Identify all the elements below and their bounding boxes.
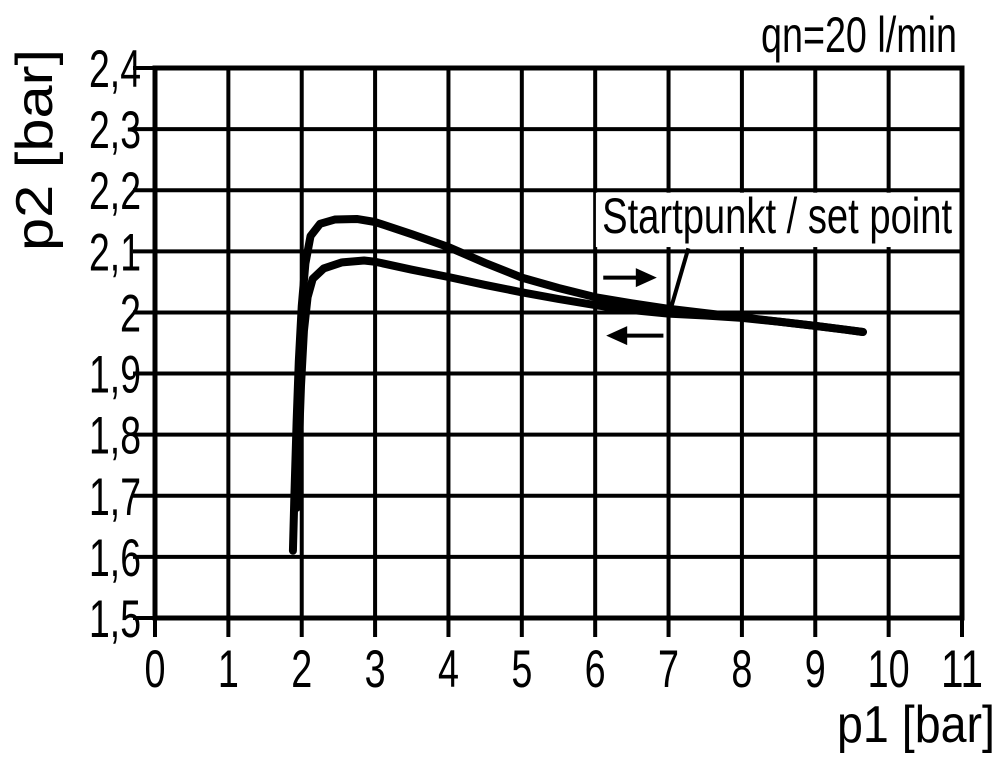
y-tick-labels: 1,51,61,71,81,922,12,22,32,4 [89,40,141,649]
left-direction-arrow-icon [606,326,664,346]
plot-border [152,65,965,621]
y-tick-label: 1,5 [89,590,141,649]
y-tick-label: 2 [120,284,141,343]
x-tick-label: 3 [365,640,386,699]
y-tick-label: 2,3 [89,101,141,160]
grid [155,68,962,618]
x-tick-label: 2 [291,640,312,699]
right-direction-arrow-icon [603,268,657,288]
curve-decreasing-p1 [292,256,867,512]
x-tick-label: 9 [805,640,826,699]
x-tick-label: 11 [941,640,983,699]
y-tick-label: 2,4 [89,40,141,99]
x-tick-label: 8 [731,640,752,699]
y-tick-label: 1,9 [89,346,141,405]
x-axis-label: p1 [bar] [837,696,995,754]
chart-title-flow-rate: qn=20 l/min [761,7,957,63]
x-tick-label: 4 [438,640,459,699]
x-tick-labels: 0 1 2 3 4 5 6 7 8 9 10 11 [145,640,984,699]
gridlines [155,68,962,618]
x-tick-label: 10 [868,640,910,699]
set-point-leader-line [669,247,691,307]
y-tick-label: 1,6 [89,529,141,588]
x-tick-label: 5 [511,640,532,699]
x-tick-label: 7 [658,640,679,699]
y-tick-label: 1,8 [89,407,141,466]
axis-tick-marks [133,66,964,637]
y-tick-label: 2,2 [89,162,141,221]
y-tick-label: 2,1 [89,223,141,282]
y-tick-label: 1,7 [89,468,141,527]
x-tick-label: 6 [585,640,606,699]
set-point-label-box [595,192,959,248]
y-axis-label: p2 [bar] [6,49,64,251]
curve-increasing-p1 [288,214,867,555]
set-point-label: Startpunkt / set point [602,188,952,244]
tick-marks [133,66,964,637]
x-tick-label: 0 [145,640,166,699]
x-tick-label: 1 [218,640,239,699]
